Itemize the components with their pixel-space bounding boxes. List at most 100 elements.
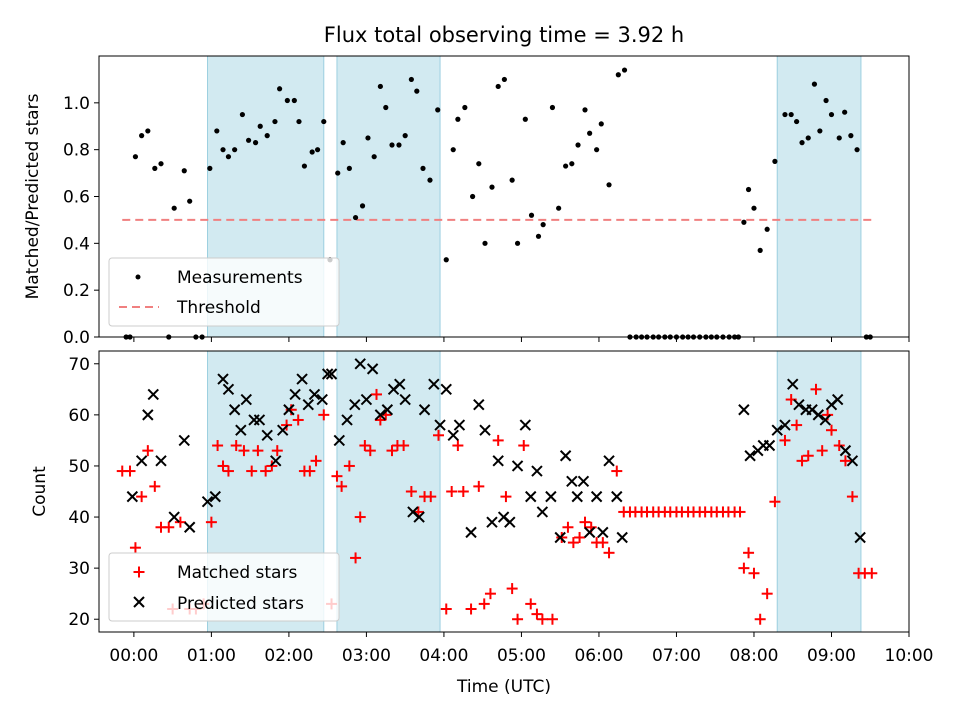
matched-star-point [866,567,878,579]
measurement-point [782,111,788,118]
ratio-panel: 0.0 0.2 0.4 0.6 0.8 1.0 Flux total observing … [23,23,910,348]
marker-stroke [316,393,328,406]
measurements-legend-label: Measurements [177,268,303,288]
matched-star-point [217,460,229,472]
measurement-point [435,107,441,113]
marker-stroke [779,419,791,431]
measurement-point [171,205,177,211]
marker-stroke [394,378,406,390]
matched-star-point [484,588,496,600]
predicted-star-point [302,398,314,411]
marker-stroke [597,526,609,539]
marker-stroke [819,414,831,426]
predicted-star-point [183,521,196,533]
marker-stroke [178,434,190,447]
matched-star-point [748,567,760,579]
measurement-point [396,142,402,148]
y-tick-label: 70 [68,355,90,375]
measurement-point [455,116,461,122]
observing-interval [776,55,862,338]
predicted-star-point [545,490,557,503]
predicted-star-point [168,511,180,523]
bottom-y-axis-label: Count [30,466,50,517]
measurement-point [284,97,290,104]
measurement-point [220,147,226,153]
marker-stroke [497,511,510,523]
predicted-star-point [525,490,537,503]
predicted-star-point [308,388,321,401]
marker-stroke [183,521,196,533]
matched-star-point [205,516,217,528]
measurement-point [509,177,515,183]
measurement-point [764,226,770,232]
top-legend: Measurements Threshold [108,257,340,327]
measurement-point [158,161,164,167]
measurement-point [245,137,252,143]
marker-stroke [289,388,301,401]
marker-stroke [566,475,578,487]
measurement-point [408,76,414,83]
y-tick-label: 0.6 [63,188,90,208]
matched-star-point [500,491,512,503]
measurement-point [794,118,800,125]
predicted-star-point [253,414,266,426]
marker-stroke [590,490,603,503]
predicted-star-point [571,490,583,503]
marker-stroke [399,393,411,406]
marker-stroke [486,516,498,528]
predicted-star-point [261,429,273,442]
matched-star-point [506,583,518,595]
marker-stroke [536,506,549,518]
matched-star-point [304,465,316,477]
measurement-point [139,133,145,139]
matched-star-point [370,388,382,400]
measurement-point [788,111,794,118]
measurement-point [476,161,482,167]
marker-stroke [349,398,361,411]
y-tick-label: 0.4 [63,234,90,254]
marker-stroke [302,398,314,411]
bottom-legend-box [108,552,340,622]
bottom-x-ticks: 00:00 01:00 02:00 03:00 04:00 05:00 06:00 07:00… [109,632,934,666]
measurement-point [340,140,346,146]
predicted-star-point [349,398,361,411]
marker-stroke [787,378,799,390]
chart-title: Flux total observing time = 3.92 h [324,23,684,47]
top-legend-box [108,257,340,327]
y-tick-label: 1.0 [63,94,90,114]
measurement-point [540,222,546,228]
marker-stroke [126,490,139,503]
matched-star-point [271,445,283,457]
matched-star-point [603,547,615,559]
legend-plus [133,566,145,578]
marker-stroke [806,404,818,416]
marker-stroke [321,368,334,380]
marker-stroke [135,455,148,467]
measurement-point [528,212,535,218]
y-tick-label: 30 [68,559,90,579]
predicted-star-point [296,373,308,385]
marker-stroke [545,490,557,503]
measurement-point [132,154,139,160]
predicted-star-point [763,439,776,452]
measurement-point [811,81,818,87]
y-tick-label: 40 [68,508,90,528]
matched-star-point [440,603,452,615]
marker-stroke [519,419,532,431]
measurement-point [462,104,468,111]
measurement-point [563,163,569,169]
marker-stroke [276,424,289,436]
measurement-point [427,177,433,183]
measurement-point [582,107,588,113]
marker-stroke [440,383,452,396]
predicted-star-point [374,409,387,421]
marker-stroke [354,358,366,370]
marker-stroke [793,398,805,411]
matched-star-point [129,542,141,554]
marker-stroke [217,373,229,385]
matched-star-point [574,531,586,543]
matched-star-point [359,440,371,452]
matched-legend-label: Matched stars [177,563,297,583]
matched-star-point [567,537,579,549]
marker-stroke [209,490,221,503]
